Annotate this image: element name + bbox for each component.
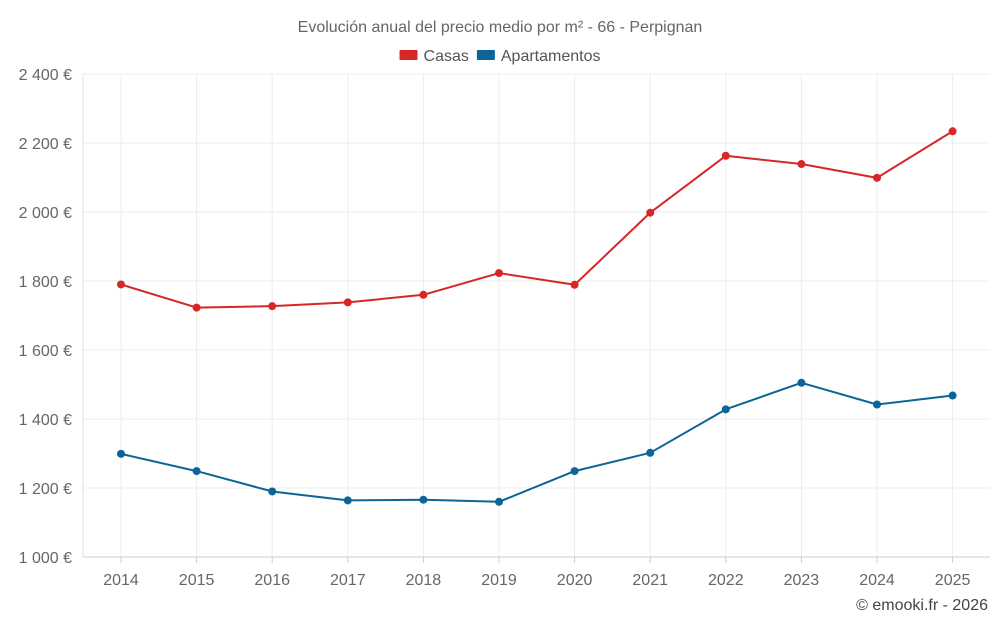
data-point[interactable] <box>117 280 125 289</box>
data-point[interactable] <box>495 269 503 278</box>
data-point[interactable] <box>117 449 125 458</box>
data-point[interactable] <box>570 467 579 476</box>
data-point[interactable] <box>419 495 428 504</box>
y-tick-label: 1 400 € <box>19 412 72 429</box>
y-tick-label: 1 200 € <box>19 481 72 498</box>
chart-legend: Casas Apartamentos <box>399 48 601 65</box>
y-tick-label: 2 000 € <box>19 205 72 222</box>
data-point[interactable] <box>192 303 201 312</box>
data-point[interactable] <box>495 497 503 506</box>
data-point[interactable] <box>721 151 730 160</box>
data-point[interactable] <box>646 208 655 217</box>
chart-series <box>117 127 957 506</box>
x-tick-label: 2016 <box>254 572 290 589</box>
data-point[interactable] <box>192 467 201 476</box>
data-point[interactable] <box>570 280 579 289</box>
chart-title: Evolución anual del precio medio por m² … <box>298 19 703 36</box>
x-tick-label: 2020 <box>557 572 593 589</box>
x-axis: 2014 2015 2016 2017 2018 2019 2020 2021 2022 2023… <box>83 556 990 589</box>
y-tick-label: 2 400 € <box>19 67 72 84</box>
legend-label[interactable]: Casas <box>424 48 469 65</box>
chart-credit: © emooki.fr - 2026 <box>856 597 988 614</box>
data-point[interactable] <box>268 487 277 496</box>
data-point[interactable] <box>797 160 806 169</box>
series-casas <box>117 127 957 312</box>
x-tick-label: 2021 <box>632 572 668 589</box>
series-line <box>120 381 953 503</box>
series-line <box>120 130 954 309</box>
y-tick-label: 2 200 € <box>19 136 72 153</box>
data-point[interactable] <box>873 400 881 409</box>
series-apartamentos <box>117 378 957 506</box>
legend-swatch <box>399 50 418 60</box>
y-tick-label: 1 600 € <box>19 343 72 360</box>
data-point[interactable] <box>419 290 428 299</box>
data-point[interactable] <box>797 378 806 387</box>
x-tick-label: 2018 <box>406 572 442 589</box>
data-point[interactable] <box>873 173 881 182</box>
legend-label[interactable]: Apartamentos <box>501 48 601 65</box>
data-point[interactable] <box>646 448 655 457</box>
data-point[interactable] <box>343 298 352 307</box>
data-point[interactable] <box>948 391 957 400</box>
x-tick-label: 2023 <box>784 572 820 589</box>
legend-swatch <box>476 50 495 60</box>
data-point[interactable] <box>268 302 277 311</box>
chart-grid <box>82 73 990 558</box>
x-tick-label: 2015 <box>179 572 215 589</box>
data-point[interactable] <box>343 496 352 505</box>
y-axis: 1 000 € 1 200 € 1 400 € 1 600 € 1 800 € 2 000… <box>19 67 72 567</box>
data-point[interactable] <box>721 405 730 414</box>
data-point[interactable] <box>948 127 957 136</box>
y-tick-label: 1 000 € <box>19 550 72 567</box>
x-tick-label: 2017 <box>330 572 366 589</box>
x-tick-label: 2024 <box>859 572 895 589</box>
y-tick-label: 1 800 € <box>19 274 72 291</box>
x-tick-label: 2014 <box>103 572 139 589</box>
x-tick-label: 2025 <box>935 572 971 589</box>
x-tick-label: 2022 <box>708 572 744 589</box>
x-tick-label: 2019 <box>481 572 517 589</box>
